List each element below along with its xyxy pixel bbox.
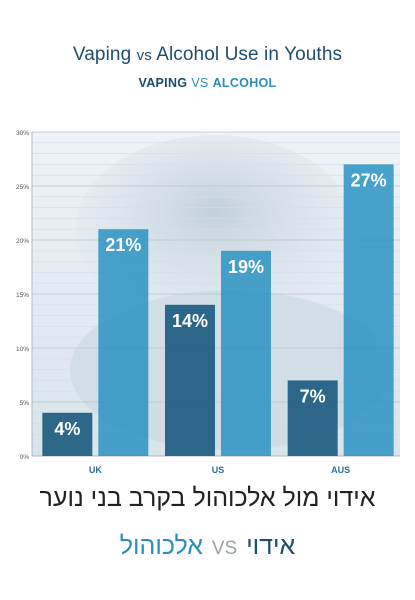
bar-vaping-aus: [287, 380, 338, 456]
subtitle-vaping: VAPING: [138, 76, 188, 90]
y-axis-ticks: 0% 5% 10% 15% 20% 25% 30%: [16, 130, 29, 461]
y-tick-label: 0%: [20, 454, 30, 461]
title-vaping: Vaping: [72, 44, 132, 65]
x-tick-label: US: [212, 465, 225, 475]
y-tick-label: 10%: [16, 346, 29, 353]
subtitle-alcohol: ALCOHOL: [212, 76, 277, 90]
bar-vaping-us: [165, 304, 215, 456]
x-tick-label: UK: [89, 465, 102, 475]
y-tick-label: 25%: [16, 184, 29, 191]
bar-chart: 0%5%10%15%20%25%30% 4%21%14%19%7%27% UK U…: [16, 130, 400, 475]
title-rest: Alcohol Use in Youths: [156, 44, 343, 65]
bar-alcohol-uk: [98, 229, 149, 456]
bars: 4% 21% 14% 19% 7% 27%: [42, 164, 394, 456]
hebrew-subtitle: אידוי VS אלכוהול: [0, 532, 415, 561]
y-tick-label: 20%: [16, 238, 29, 245]
bar-vaping-uk: [42, 412, 93, 456]
bar-value-label: 19%: [228, 257, 264, 277]
subtitle-vs: VS: [191, 76, 209, 90]
hebrew-vs: VS: [211, 538, 238, 559]
y-tick-label: 5%: [20, 400, 30, 407]
bar-value-label: 7%: [300, 386, 326, 406]
gridlines: [31, 131, 400, 457]
title-vs: vs: [136, 47, 152, 64]
hebrew-title: אידוי מול אלכוהול בקרב בני נוער: [39, 484, 376, 512]
chart-subtitle: VAPING VS ALCOHOL: [0, 76, 415, 90]
x-axis-ticks: UK US AUS: [89, 465, 350, 475]
y-tick-label: 15%: [16, 292, 29, 299]
bar-value-label: 14%: [172, 311, 208, 331]
hebrew-vaping: אידוי: [246, 532, 296, 560]
bar-value-label: 21%: [105, 235, 141, 255]
x-tick-label: AUS: [331, 465, 350, 475]
bar-value-label: 4%: [54, 419, 80, 439]
bar-value-label: 27%: [351, 170, 387, 190]
chart-title: Vaping vs Alcohol Use in Youths: [0, 44, 415, 66]
bar-alcohol-aus: [343, 164, 394, 456]
hebrew-alcohol: אלכוהול: [119, 532, 203, 560]
y-tick-label: 30%: [16, 130, 29, 137]
bar-alcohol-us: [221, 250, 271, 456]
